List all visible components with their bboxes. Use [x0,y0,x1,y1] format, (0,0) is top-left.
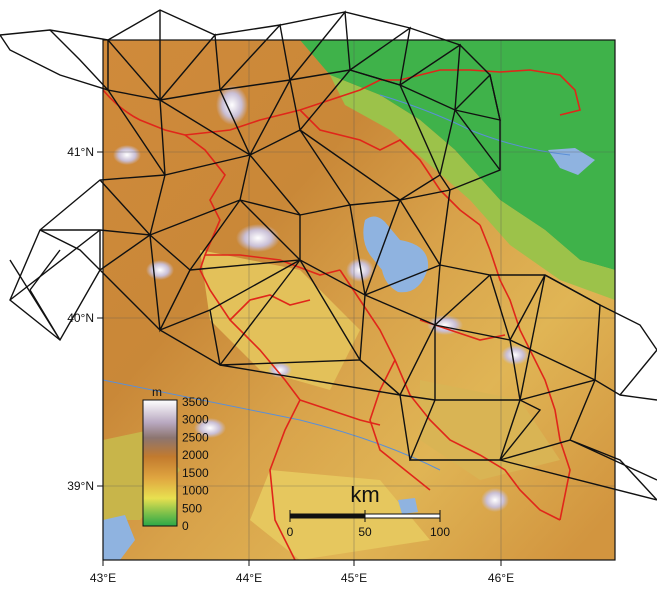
elevation-legend: m 3500 3000 2500 2000 1500 1000 500 0 [142,385,209,533]
terrain-layer [103,40,615,560]
legend-tick-3000: 3000 [182,413,209,427]
legend-tick-1000: 1000 [182,484,209,498]
lat-label-41: 41°N [67,145,94,159]
elevation-colorbar [142,399,178,527]
lon-label-44: 44°E [236,571,262,585]
lon-label-46: 46°E [488,571,514,585]
legend-tick-3500: 3500 [182,395,209,409]
legend-tick-2000: 2000 [182,448,209,462]
legend-tick-500: 500 [182,501,202,515]
axis-ticks [97,151,502,566]
lat-label-40: 40°N [67,311,94,325]
map-frame [102,39,616,561]
scalebar-tick-50: 50 [358,525,372,539]
scalebar-unit: km [350,482,379,507]
scale-bar: km 0 50 100 [287,482,451,539]
scalebar-fill [290,514,365,518]
legend-tick-1500: 1500 [182,466,209,480]
lon-label-45: 45°E [341,571,367,585]
legend-tick-2500: 2500 [182,430,209,444]
legend-tick-0: 0 [182,519,189,533]
scalebar-tick-100: 100 [430,525,450,539]
legend-unit: m [152,385,162,399]
lat-label-39: 39°N [67,479,94,493]
triangulation-network [0,9,657,501]
scalebar-tick-0: 0 [287,525,294,539]
lake-sevan [363,216,429,293]
lon-label-43: 43°E [90,571,116,585]
